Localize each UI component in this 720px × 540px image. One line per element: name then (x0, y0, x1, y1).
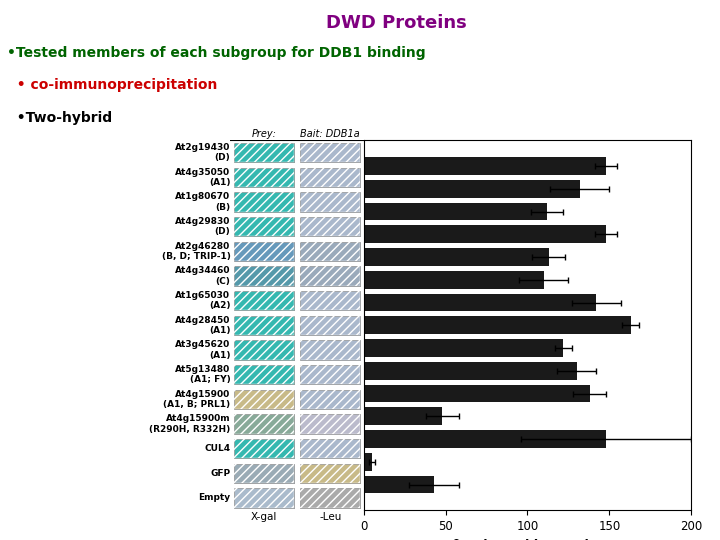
Text: At2g46280
(B, D; TRIP-1): At2g46280 (B, D; TRIP-1) (161, 242, 230, 261)
Bar (300, 414, 360, 434)
Bar (300, 266, 360, 286)
Bar (234, 291, 294, 310)
Bar (364, 248, 549, 266)
Bar (300, 242, 360, 261)
Text: CUL4: CUL4 (204, 444, 230, 453)
Text: At1g65030
(A2): At1g65030 (A2) (176, 291, 230, 310)
Bar (234, 340, 294, 360)
Bar (300, 217, 360, 237)
Bar (364, 226, 606, 243)
Bar (234, 266, 294, 286)
Bar (364, 271, 544, 289)
Bar (234, 242, 294, 261)
Bar (300, 464, 360, 483)
Bar (234, 316, 294, 335)
Bar (364, 180, 580, 198)
Bar (234, 365, 294, 384)
Bar (234, 316, 294, 335)
Text: At3g45620
(A1): At3g45620 (A1) (175, 340, 230, 360)
Text: At4g15900
(A1, B; PRL1): At4g15900 (A1, B; PRL1) (163, 390, 230, 409)
Bar (234, 365, 294, 384)
Bar (300, 168, 360, 187)
Bar (364, 384, 590, 402)
Bar (234, 464, 294, 483)
Bar (300, 439, 360, 458)
Bar (234, 192, 294, 212)
Bar (234, 143, 294, 163)
Bar (234, 192, 294, 212)
Text: At4g28450
(A1): At4g28450 (A1) (175, 316, 230, 335)
Text: Bait: DDB1a: Bait: DDB1a (300, 129, 360, 139)
Bar (300, 192, 360, 212)
Bar (234, 439, 294, 458)
Bar (300, 488, 360, 508)
Text: -Leu: -Leu (319, 511, 341, 522)
Bar (234, 217, 294, 237)
Bar (300, 143, 360, 163)
Bar (300, 266, 360, 286)
Text: Prey:: Prey: (251, 129, 276, 139)
Bar (234, 291, 294, 310)
Bar (300, 340, 360, 360)
Bar (234, 168, 294, 187)
Bar (300, 365, 360, 384)
Text: At2g19430
(D): At2g19430 (D) (175, 143, 230, 163)
Bar (300, 217, 360, 237)
Bar (234, 390, 294, 409)
Bar (234, 439, 294, 458)
Bar (234, 168, 294, 187)
Text: •Two-hybrid: •Two-hybrid (7, 111, 112, 125)
Bar (300, 414, 360, 434)
Text: GFP: GFP (210, 469, 230, 478)
Text: At4g29830
(D): At4g29830 (D) (175, 217, 230, 237)
Text: • co-immunoprecipitation: • co-immunoprecipitation (7, 78, 217, 92)
Bar (300, 291, 360, 310)
Bar (234, 390, 294, 409)
Bar (300, 192, 360, 212)
Bar (364, 339, 564, 357)
Bar (300, 365, 360, 384)
Bar (234, 143, 294, 163)
Bar (364, 157, 606, 175)
Text: X-gal: X-gal (251, 511, 277, 522)
Bar (300, 168, 360, 187)
Bar (234, 266, 294, 286)
Text: •Tested members of each subgroup for DDB1 binding: •Tested members of each subgroup for DDB… (7, 46, 426, 60)
Text: DWD Proteins: DWD Proteins (325, 14, 467, 31)
Bar (364, 476, 434, 494)
Bar (300, 390, 360, 409)
Bar (234, 488, 294, 508)
Bar (300, 291, 360, 310)
Bar (234, 217, 294, 237)
Bar (364, 316, 631, 334)
Bar (364, 294, 596, 312)
Bar (300, 316, 360, 335)
Text: At4g34460
(C): At4g34460 (C) (175, 266, 230, 286)
Bar (300, 464, 360, 483)
Text: At4g35050
(A1): At4g35050 (A1) (175, 168, 230, 187)
Bar (234, 340, 294, 360)
Bar (234, 414, 294, 434)
Bar (300, 242, 360, 261)
Bar (300, 340, 360, 360)
Text: Empty: Empty (198, 494, 230, 502)
X-axis label: β-galactosidase units: β-galactosidase units (452, 538, 603, 540)
Bar (234, 242, 294, 261)
Bar (300, 390, 360, 409)
Bar (364, 202, 547, 220)
Bar (234, 488, 294, 508)
Bar (234, 414, 294, 434)
Bar (364, 430, 606, 448)
Bar (300, 316, 360, 335)
Text: At4g15900m
(R290H, R332H): At4g15900m (R290H, R332H) (149, 414, 230, 434)
Bar (234, 464, 294, 483)
Bar (364, 453, 372, 471)
Bar (364, 362, 577, 380)
Bar (300, 143, 360, 163)
Text: At1g80670
(B): At1g80670 (B) (175, 192, 230, 212)
Bar (300, 439, 360, 458)
Bar (300, 488, 360, 508)
Text: At5g13480
(A1; FY): At5g13480 (A1; FY) (175, 365, 230, 384)
Bar (364, 408, 442, 425)
